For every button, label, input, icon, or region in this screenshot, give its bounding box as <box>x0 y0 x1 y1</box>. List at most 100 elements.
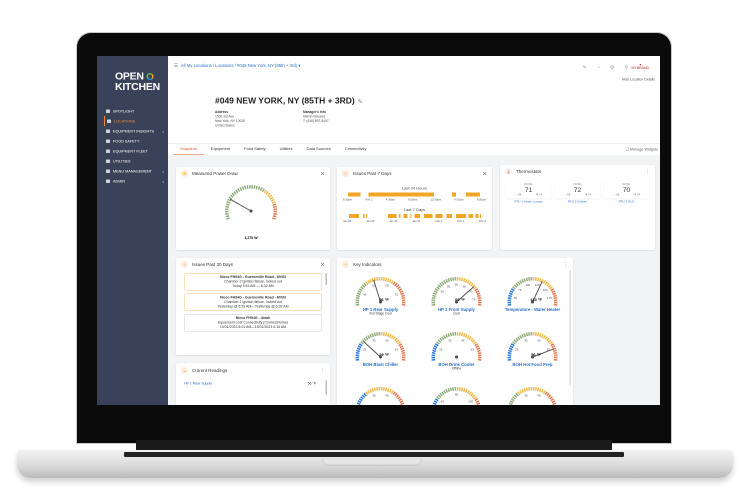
issue-item[interactable]: Nieco FH94G - Guerneville Road - MV63 Cha… <box>184 293 322 311</box>
issue-bar[interactable] <box>349 214 359 218</box>
tab-snapshot[interactable]: Snapshot <box>173 144 204 156</box>
key-indicator-gauge[interactable]: 25 35 45 55 29 °F BOH Blast Chiller <box>343 328 418 367</box>
chevron-down-icon[interactable]: ⌄ <box>161 128 165 134</box>
breadcrumb-all-locations[interactable]: All My Locations <box>180 63 212 68</box>
reading-row[interactable]: HP 1 Rear Supply 56 °F <box>176 378 330 386</box>
sidebar-item-admin[interactable]: Admin ⌄ <box>104 176 168 186</box>
thermostat[interactable]: COOL 71 ☼ 68 ❄ 74 RTU 1 Inside Lounge <box>505 181 552 204</box>
issue-bar[interactable] <box>475 214 479 218</box>
laptop-hinge <box>136 440 612 452</box>
reading-name[interactable]: HP 1 Rear Supply <box>184 382 212 386</box>
hide-location-details-link[interactable]: Hide Location Details <box>621 78 655 82</box>
thermostat-name[interactable]: RTU 1 Inside Lounge <box>514 200 543 204</box>
more-menu-icon[interactable]: ⋮ <box>319 367 326 374</box>
tab-equipment[interactable]: Equipment <box>210 146 231 152</box>
timeline-tick-label: 6:00pm <box>343 198 353 202</box>
sidebar-item-locations[interactable]: Locations <box>104 116 168 126</box>
issue-bar[interactable] <box>410 214 412 218</box>
issue-bar[interactable] <box>363 214 365 218</box>
gauge-tick <box>358 398 363 402</box>
thermostat-name[interactable]: RTU 2 Kitchen <box>567 200 588 204</box>
timeline-tick-label: Jan 28 <box>343 220 352 223</box>
sidebar-item-utilities[interactable]: Utilities <box>104 156 168 166</box>
manager-label: Manager's Info <box>303 110 326 115</box>
key-indicator-gauge[interactable]: 50 75 100 125 150 175 133 °F Temperature - Wate… <box>495 273 570 312</box>
issue-bar[interactable] <box>365 214 368 218</box>
close-icon[interactable]: ✕ <box>320 170 325 177</box>
issue-bar[interactable] <box>465 192 480 197</box>
thermostat[interactable]: COOL 72 ☼ 68 ❄ 74 RTU 2 Kitchen <box>554 181 601 204</box>
thermostat-name[interactable]: RTU 3 OLO <box>618 200 635 204</box>
more-menu-icon[interactable]: ⋮ <box>562 261 569 268</box>
sidebar-item-spotlight[interactable]: Spotlight <box>104 106 168 116</box>
gauge-tick <box>538 278 542 282</box>
scrollbar[interactable] <box>325 273 327 285</box>
tab-utilities[interactable]: Utilities <box>279 146 293 152</box>
scrollbar[interactable] <box>325 380 327 395</box>
tab-data-sources[interactable]: Data Sources <box>306 146 331 152</box>
thermostats-card: 🌡 Thermostats ⋮ COOL 71 ☼ 68 ❄ 74 RTU 1 Inside… <box>500 165 655 250</box>
issue-item[interactable]: Nieco FH94G - Guerneville Road - MV63 Cha… <box>184 273 322 291</box>
issue-bar[interactable] <box>347 192 361 197</box>
search-icon <box>106 129 110 133</box>
gauge-tick <box>549 286 553 290</box>
gauge-name[interactable]: HP 2 Front Supply <box>438 307 475 312</box>
gauge-tick <box>361 394 366 398</box>
issue-bar[interactable] <box>414 214 421 218</box>
chevron-down-icon[interactable]: ⌄ <box>161 168 165 174</box>
issue-bar[interactable] <box>479 214 482 218</box>
sidebar-item-food-safety[interactable]: Food Safety <box>104 136 168 146</box>
issue-bar[interactable] <box>368 192 434 197</box>
alert-icon[interactable]: ◔ <box>596 65 600 71</box>
issue-bar[interactable] <box>468 214 473 218</box>
breadcrumb-locations[interactable]: Locations <box>215 63 234 68</box>
gauge-tick <box>466 280 470 284</box>
issue-bar[interactable] <box>452 192 457 197</box>
edit-pencil-icon[interactable]: ✎ <box>357 98 363 105</box>
bar-chart-icon <box>106 159 110 163</box>
settings-icon[interactable]: ⚙ <box>609 65 615 71</box>
key-indicator-gauge[interactable]: 25 35 45 55 BOH Drink Cooler Offline <box>419 328 494 371</box>
key-indicator-gauge[interactable]: 25 35 45 55 56 °F BOH Hot Food Prep <box>495 328 570 367</box>
key-indicators-card: ◔ Key Indicators ⋮ 45 55 65 75 56 °F HP 1 Rear … <box>337 258 573 405</box>
sidebar-item-menu-management[interactable]: Menu Management ⌄ <box>104 166 168 176</box>
menu-icon[interactable]: ☰ <box>174 63 178 68</box>
key-indicator-gauge[interactable]: 35 45 <box>495 383 570 405</box>
gauge-tick <box>508 402 513 405</box>
gauge-name[interactable]: Temperature - Water Heater <box>504 307 561 312</box>
key-indicator-gauge[interactable]: 35 45 <box>343 383 418 405</box>
issue-bar[interactable] <box>446 214 453 218</box>
gauge-name[interactable]: HP 1 Rear Supply <box>362 307 399 312</box>
issue-bar[interactable] <box>403 214 408 218</box>
issue-item[interactable]: Nieco FH94G - Ukiah Equipment Lost Connec… <box>184 314 322 332</box>
breadcrumb-current[interactable]: #049 New York, NY (85th + 3rd) <box>237 63 298 68</box>
key-indicator-gauge[interactable]: 60 80 100 <box>419 383 494 405</box>
key-indicator-gauge[interactable]: 50 55 60 65 70 75 69 °F HP 2 Front Supply Cool <box>419 273 494 316</box>
tab-connectivity[interactable]: Connectivity <box>344 146 367 152</box>
chevron-down-icon[interactable]: ⌄ <box>161 178 165 184</box>
issue-bar[interactable] <box>399 214 401 218</box>
tab-food-safety[interactable]: Food Safety <box>244 146 266 152</box>
key-indicator-gauge[interactable]: 45 55 65 75 56 °F HP 1 Rear Supply 2nd Stage C… <box>343 273 418 316</box>
issue-bar[interactable] <box>456 214 466 218</box>
gauge-name[interactable]: BOH Hot Food Prep <box>512 362 553 367</box>
scrollbar[interactable] <box>569 270 571 385</box>
gauge-tick <box>268 194 273 198</box>
gauge-name[interactable]: BOH Drink Cooler <box>438 362 475 367</box>
issue-bar[interactable] <box>424 214 433 218</box>
close-icon[interactable]: ✕ <box>482 170 487 177</box>
edit-icon[interactable]: ✎ <box>582 65 587 71</box>
manage-widgets-button[interactable]: ☐ Manage Widgets <box>625 147 658 152</box>
thermostat[interactable]: COOL 70 ☼ 68 ❄ 74 RTU 3 OLO <box>603 181 650 204</box>
gauge-tick <box>272 217 276 220</box>
sidebar-item-equipment-fleet[interactable]: Equipment Fleet <box>104 146 168 156</box>
issue-bar[interactable] <box>435 214 443 218</box>
issue-bar[interactable] <box>388 214 397 218</box>
more-menu-icon[interactable]: ⋮ <box>644 168 651 175</box>
gauge-tick <box>431 297 436 300</box>
sidebar-item-equipment-insights[interactable]: Equipment Insights ⌄ <box>104 126 168 136</box>
user-icon[interactable]: ⚲ <box>624 65 628 71</box>
gauge-tick-label: 35 <box>524 394 528 398</box>
close-icon[interactable]: ✕ <box>320 261 325 268</box>
gauge-name[interactable]: BOH Blast Chiller <box>362 362 399 367</box>
